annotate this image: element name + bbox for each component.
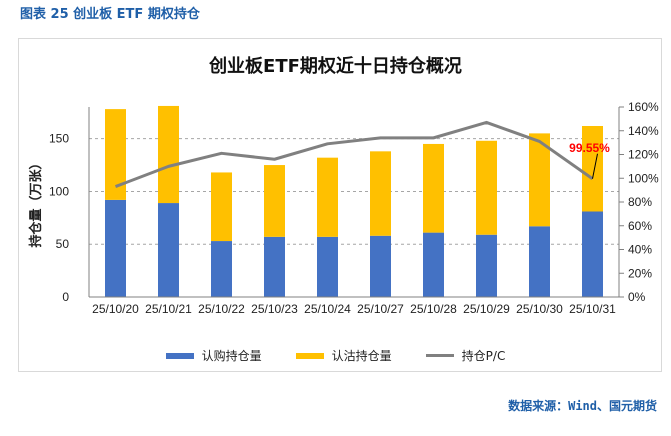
x-tick-label: 25/10/27	[357, 302, 404, 316]
legend-swatch-pc	[425, 354, 454, 357]
bar-put	[370, 151, 391, 236]
legend-swatch-call	[165, 352, 194, 359]
y-axis-label: 持仓量（万张）	[28, 156, 43, 247]
legend-label-pc: 持仓P/C	[461, 349, 506, 363]
x-tick-label: 25/10/23	[251, 302, 298, 316]
y2-tick-label: 160%	[628, 100, 659, 114]
chart-frame	[18, 38, 662, 372]
x-tick-label: 25/10/30	[516, 302, 563, 316]
bar-call	[370, 235, 391, 297]
bar-put	[423, 143, 444, 233]
bar-call	[211, 241, 232, 297]
y-tick-label: 0	[62, 290, 69, 304]
x-tick-label: 25/10/31	[569, 302, 616, 316]
x-tick-label: 25/10/20	[92, 302, 139, 316]
pc-line	[114, 120, 594, 188]
bar-call	[317, 236, 338, 297]
bar-call	[423, 232, 444, 297]
annotation-leader	[592, 153, 598, 179]
y-tick-label: 50	[56, 237, 70, 251]
legend-label-call: 认购持仓量	[201, 349, 262, 363]
bar-put	[264, 165, 285, 237]
y-tick-label: 100	[49, 184, 69, 198]
y2-tick-label: 0%	[628, 290, 646, 304]
y2-tick-label: 100%	[628, 171, 659, 185]
bar-put	[529, 133, 550, 227]
x-tick-label: 25/10/24	[304, 302, 351, 316]
x-tick-label: 25/10/29	[463, 302, 510, 316]
x-tick-label: 25/10/22	[198, 302, 245, 316]
legend-item-put: 认沽持仓量	[295, 347, 392, 364]
bar-put	[476, 140, 497, 235]
legend-item-call: 认购持仓量	[165, 347, 262, 364]
y2-tick-label: 20%	[628, 266, 652, 280]
bar-call	[582, 211, 603, 297]
bar-put	[317, 157, 338, 237]
bar-call	[529, 226, 550, 297]
y2-tick-label: 140%	[628, 124, 659, 138]
bar-call	[105, 199, 126, 297]
legend-swatch-put	[295, 352, 324, 359]
bar-call	[476, 234, 497, 297]
legend: 认购持仓量 认沽持仓量 持仓P/C	[0, 347, 671, 364]
annotation-label: 99.55%	[569, 141, 610, 155]
x-tick-label: 25/10/21	[145, 302, 192, 316]
legend-item-pc: 持仓P/C	[425, 347, 506, 364]
bar-put	[582, 126, 603, 212]
bar-put	[158, 105, 179, 204]
legend-label-put: 认沽持仓量	[331, 349, 392, 363]
chart-title: 创业板ETF期权近十日持仓概况	[209, 56, 462, 77]
figure-title: 图表 25 创业板 ETF 期权持仓	[20, 7, 200, 22]
y2-tick-label: 80%	[628, 195, 652, 209]
bar-call	[158, 203, 179, 297]
bar-put	[211, 172, 232, 242]
y-tick-label: 150	[49, 132, 69, 146]
bar-put	[105, 109, 126, 200]
y2-tick-label: 120%	[628, 148, 659, 162]
bar-call	[264, 236, 285, 297]
y2-tick-label: 60%	[628, 219, 652, 233]
data-source: 数据来源：Wind、国元期货	[508, 399, 657, 413]
x-tick-label: 25/10/28	[410, 302, 457, 316]
y2-tick-label: 40%	[628, 243, 652, 257]
